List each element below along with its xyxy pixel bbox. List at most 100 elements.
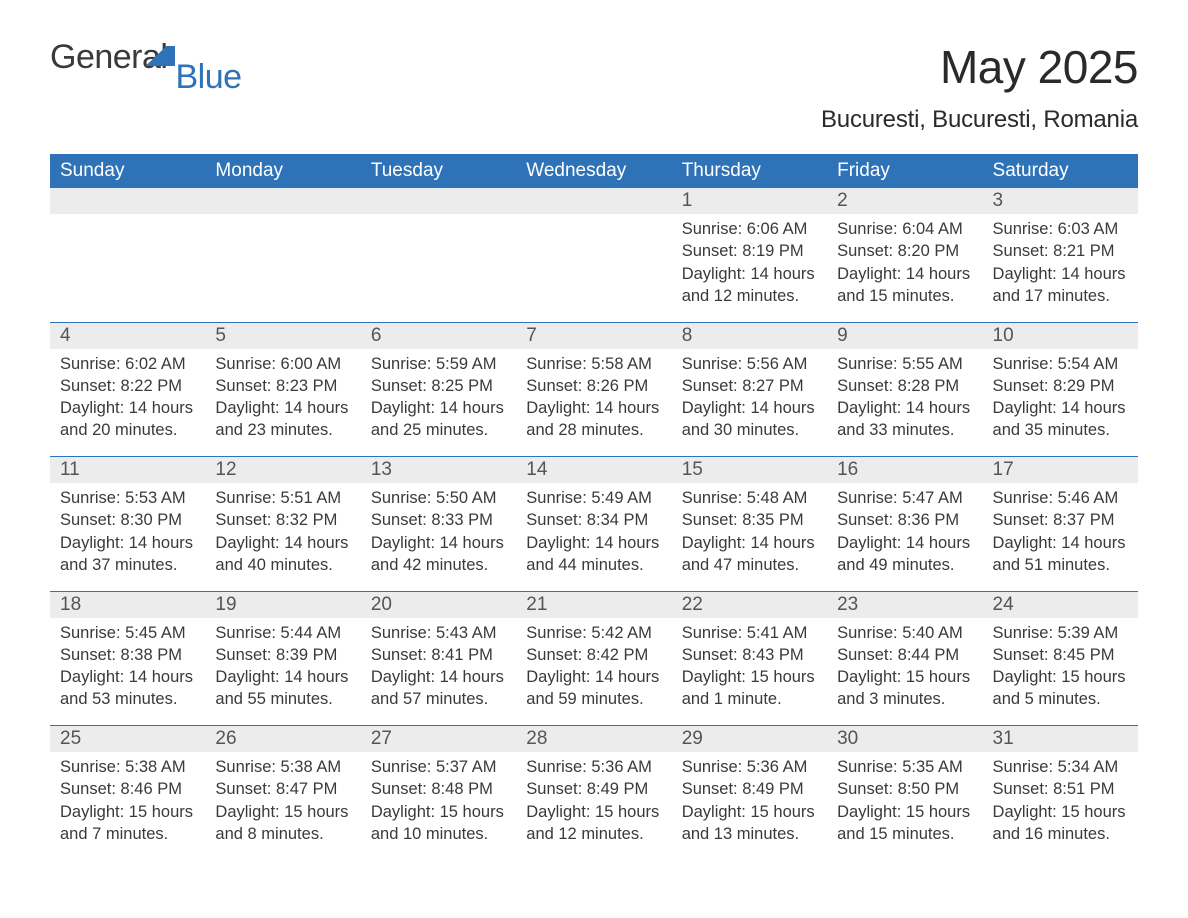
day-number-cell: 11 [50,457,205,484]
sunset-text: Sunset: 8:30 PM [60,509,195,531]
day-number-cell: 29 [672,726,827,753]
day-content-cell: Sunrise: 6:04 AMSunset: 8:20 PMDaylight:… [827,214,982,322]
daylight-text: Daylight: 14 hours and 47 minutes. [682,532,817,577]
day-content-cell [516,214,671,322]
day-content-cell: Sunrise: 5:37 AMSunset: 8:48 PMDaylight:… [361,752,516,860]
day-number-cell [50,188,205,214]
sunrise-text: Sunrise: 5:36 AM [526,756,661,778]
day-number-cell [516,188,671,214]
sunset-text: Sunset: 8:51 PM [993,778,1128,800]
day-number: 19 [215,594,236,615]
day-content-cell: Sunrise: 5:41 AMSunset: 8:43 PMDaylight:… [672,618,827,726]
sunset-text: Sunset: 8:45 PM [993,644,1128,666]
day-number-cell: 14 [516,457,671,484]
day-number-cell: 28 [516,726,671,753]
sunset-text: Sunset: 8:19 PM [682,240,817,262]
header: General Blue May 2025 Bucuresti, Bucures… [50,40,1138,134]
week-daynum-row: 18192021222324 [50,591,1138,618]
day-number: 3 [993,190,1004,211]
day-content-cell: Sunrise: 5:42 AMSunset: 8:42 PMDaylight:… [516,618,671,726]
sunrise-text: Sunrise: 6:02 AM [60,353,195,375]
day-number-cell: 18 [50,591,205,618]
logo-word2: Blue [175,60,241,94]
day-content-cell: Sunrise: 5:36 AMSunset: 8:49 PMDaylight:… [516,752,671,860]
day-number-cell: 24 [983,591,1138,618]
daylight-text: Daylight: 14 hours and 12 minutes. [682,263,817,308]
daylight-text: Daylight: 15 hours and 7 minutes. [60,801,195,846]
day-number: 6 [371,325,382,346]
day-number: 24 [993,594,1014,615]
week-content-row: Sunrise: 5:53 AMSunset: 8:30 PMDaylight:… [50,483,1138,591]
week-daynum-row: 25262728293031 [50,726,1138,753]
day-number-cell: 12 [205,457,360,484]
sunset-text: Sunset: 8:48 PM [371,778,506,800]
daylight-text: Daylight: 15 hours and 3 minutes. [837,666,972,711]
sunset-text: Sunset: 8:37 PM [993,509,1128,531]
page: General Blue May 2025 Bucuresti, Bucures… [0,0,1188,918]
day-number-cell: 17 [983,457,1138,484]
daylight-text: Daylight: 14 hours and 59 minutes. [526,666,661,711]
sunset-text: Sunset: 8:41 PM [371,644,506,666]
daylight-text: Daylight: 15 hours and 13 minutes. [682,801,817,846]
daylight-text: Daylight: 15 hours and 8 minutes. [215,801,350,846]
daylight-text: Daylight: 15 hours and 1 minute. [682,666,817,711]
sunset-text: Sunset: 8:25 PM [371,375,506,397]
day-content-cell: Sunrise: 6:02 AMSunset: 8:22 PMDaylight:… [50,349,205,457]
sunrise-text: Sunrise: 5:37 AM [371,756,506,778]
week-daynum-row: 45678910 [50,322,1138,349]
day-number-cell: 30 [827,726,982,753]
daylight-text: Daylight: 14 hours and 25 minutes. [371,397,506,442]
daylight-text: Daylight: 14 hours and 51 minutes. [993,532,1128,577]
weekday-header: Saturday [983,154,1138,188]
day-content-cell: Sunrise: 5:40 AMSunset: 8:44 PMDaylight:… [827,618,982,726]
sunrise-text: Sunrise: 5:49 AM [526,487,661,509]
day-number: 10 [993,325,1014,346]
sunset-text: Sunset: 8:47 PM [215,778,350,800]
sunrise-text: Sunrise: 5:58 AM [526,353,661,375]
day-content-cell: Sunrise: 5:35 AMSunset: 8:50 PMDaylight:… [827,752,982,860]
sunrise-text: Sunrise: 5:56 AM [682,353,817,375]
day-number: 2 [837,190,848,211]
sunset-text: Sunset: 8:22 PM [60,375,195,397]
day-number-cell: 25 [50,726,205,753]
day-number-cell: 1 [672,188,827,214]
daylight-text: Daylight: 14 hours and 20 minutes. [60,397,195,442]
weekday-header: Wednesday [516,154,671,188]
day-number: 16 [837,459,858,480]
day-number-cell: 21 [516,591,671,618]
day-number: 5 [215,325,226,346]
logo: General Blue [50,40,264,74]
day-number: 15 [682,459,703,480]
daylight-text: Daylight: 15 hours and 5 minutes. [993,666,1128,711]
day-content-cell: Sunrise: 5:59 AMSunset: 8:25 PMDaylight:… [361,349,516,457]
daylight-text: Daylight: 14 hours and 57 minutes. [371,666,506,711]
weekday-header: Tuesday [361,154,516,188]
week-content-row: Sunrise: 5:38 AMSunset: 8:46 PMDaylight:… [50,752,1138,860]
daylight-text: Daylight: 14 hours and 28 minutes. [526,397,661,442]
day-number: 7 [526,325,537,346]
sunset-text: Sunset: 8:21 PM [993,240,1128,262]
sunset-text: Sunset: 8:49 PM [526,778,661,800]
daylight-text: Daylight: 14 hours and 42 minutes. [371,532,506,577]
day-content-cell: Sunrise: 5:50 AMSunset: 8:33 PMDaylight:… [361,483,516,591]
daylight-text: Daylight: 14 hours and 55 minutes. [215,666,350,711]
day-number-cell [361,188,516,214]
sunset-text: Sunset: 8:32 PM [215,509,350,531]
sunrise-text: Sunrise: 5:38 AM [215,756,350,778]
sunrise-text: Sunrise: 5:44 AM [215,622,350,644]
day-number: 22 [682,594,703,615]
sunset-text: Sunset: 8:38 PM [60,644,195,666]
sunset-text: Sunset: 8:27 PM [682,375,817,397]
day-number: 17 [993,459,1014,480]
day-number: 31 [993,728,1014,749]
sunset-text: Sunset: 8:49 PM [682,778,817,800]
day-content-cell [50,214,205,322]
sunset-text: Sunset: 8:29 PM [993,375,1128,397]
day-number: 12 [215,459,236,480]
day-number: 14 [526,459,547,480]
calendar-table: Sunday Monday Tuesday Wednesday Thursday… [50,154,1138,860]
daylight-text: Daylight: 14 hours and 37 minutes. [60,532,195,577]
sunrise-text: Sunrise: 6:06 AM [682,218,817,240]
sunrise-text: Sunrise: 5:50 AM [371,487,506,509]
day-content-cell: Sunrise: 5:38 AMSunset: 8:46 PMDaylight:… [50,752,205,860]
